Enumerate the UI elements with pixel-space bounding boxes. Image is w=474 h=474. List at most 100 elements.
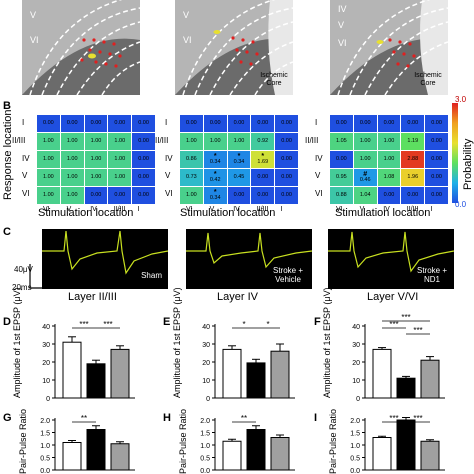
heatmap-cell-value: 0.00 [281,173,292,180]
y-tick-label: 0.5 [40,456,50,463]
layer-title: Layer V/VI [367,291,419,303]
y-tick-label: 30 [202,342,210,349]
heatmap-col-label: V [66,206,72,213]
significance-marker: * [242,320,245,329]
heatmap-cell: 1.00 [227,133,251,150]
y-tick-label: 20 [352,360,360,367]
significance-marker: * [261,153,265,161]
heatmap-cell-value: 0.00 [233,119,245,126]
heatmap-cell: 0.00 [275,151,298,168]
heatmap-cell: 1.00 [37,187,60,204]
heatmap-col-label: II/III [113,206,126,213]
heatmap-cell: #0.46 [353,169,377,186]
heatmap-cell-value: 0.00 [383,191,395,198]
significance-marker: *** [389,414,398,423]
panel-label-i: I [314,412,318,424]
ischemic-core-label: Ischemic Core [260,72,288,87]
heatmap-row-label: II/III [12,135,26,145]
heatmap-cell: 0.00 [203,115,227,132]
heatmap-cell: 1.00 [180,133,203,150]
scale-bar-time: 20ms [12,283,32,292]
heatmap-cell-value: 0.00 [431,119,442,126]
heatmap-cell: 0.00 [132,115,155,132]
heatmap-cell: 0.00 [425,169,448,186]
heatmap-row-label: VI [165,189,173,199]
bar [420,359,440,399]
heatmap-cell: 0.86 [180,151,203,168]
heatmap-cell: 1.00 [203,133,227,150]
heatmap-cell: 0.00 [425,187,448,204]
heatmap-cell-value: 0.00 [186,119,197,126]
heatmap-row-label: V [315,171,321,181]
heatmap-cell-value: 0.00 [114,191,126,198]
heatmap-cell-value: 0.00 [138,155,149,162]
heatmap-col-label: VI [43,206,50,213]
heatmap-cell-value: 0.88 [336,191,347,198]
heatmap-cell: 0.00 [227,115,251,132]
heatmap-col-label: V [359,206,365,213]
heatmap-cell: * 0.42 [203,169,227,186]
heatmap-cell-value: 1.00 [383,155,395,162]
heatmap-row-label: V [22,171,28,181]
heatmap-col-label: II/III [256,206,269,213]
heatmap-cell: 0.00 [377,115,401,132]
significance-marker: ** [81,414,87,423]
heatmap-cell: 0.00 [275,133,298,150]
bar [246,429,266,471]
heatmap-row-label: I [22,118,25,127]
heatmap-cell-value: 0.00 [431,173,442,180]
heatmap-cell-value: 1.00 [383,137,395,144]
heatmap-cell: 1.00 [60,187,84,204]
heatmap-row-label: IV [165,153,173,163]
heatmap-col-label: IV [90,206,97,213]
heatmap-cell: * 0.34 [203,151,227,168]
bar [86,363,106,399]
panel-label-h: H [163,412,171,424]
micrograph-stroke-vehicle-image [175,0,293,95]
colorbar-max-label: 3.0 [455,95,467,104]
heatmap-cell-value: 0.00 [281,119,292,126]
trace-label: Sham [141,271,162,281]
scale-bar-voltage: 40μV [14,265,33,274]
heatmap-stroke-nd1: 0.00 0.00 0.00 0.00 0.00 1.05 1.00 1.00 1.19 0.00… [330,115,448,204]
bar [270,437,290,471]
heatmap-cell: 0.00 [401,187,425,204]
panel-label-f: F [314,316,321,328]
heatmap-cell: 0.00 [132,187,155,204]
bar [396,377,416,399]
heatmap-cell-value: 0.00 [336,119,347,126]
significance-marker: * [213,189,217,197]
layer-title: Layer II/III [68,291,117,303]
heatmap-cell: 0.00 [330,151,353,168]
bar [420,440,440,471]
heatmap-col-label: IV [383,206,390,213]
heatmap-cell-value: 1.00 [359,155,371,162]
heatmap-cell: * 1.69 [251,151,275,168]
y-tick-label: 2.0 [200,418,210,425]
heatmap-cell-value: 1.00 [90,137,102,144]
y-tick-label: 1.0 [200,443,210,450]
heatmap-cell: 0.92 [251,133,275,150]
heatmap-cell: 0.00 [84,115,108,132]
heatmap-cell-value: 1.00 [359,137,371,144]
heatmap-cell-value: 0.34 [209,195,221,202]
bar [62,341,82,399]
heatmap-cell: 1.00 [108,169,132,186]
heatmap-cell-value: 0.00 [407,191,419,198]
heatmap-cell-value: 1.96 [407,173,419,180]
heatmap-cell-value: 0.45 [233,173,245,180]
heatmap-cell: 0.00 [227,187,251,204]
y-tick-label: 40 [202,324,210,331]
heatmap-cell-value: 1.69 [257,159,269,166]
heatmap-cell: 0.00 [108,115,132,132]
bar [372,437,392,471]
heatmap-cell-value: 1.00 [66,173,78,180]
heatmap-cell-value: 0.00 [281,155,292,162]
significance-marker: # [363,171,368,179]
heatmap-col-label: I [280,206,283,213]
heatmap-cell: 0.00 [425,133,448,150]
heatmap-cell: 0.00 [275,169,298,186]
heatmap-cell: 0.00 [132,133,155,150]
layer-label: VI [338,38,347,48]
heatmap-cell-value: 0.86 [186,155,197,162]
